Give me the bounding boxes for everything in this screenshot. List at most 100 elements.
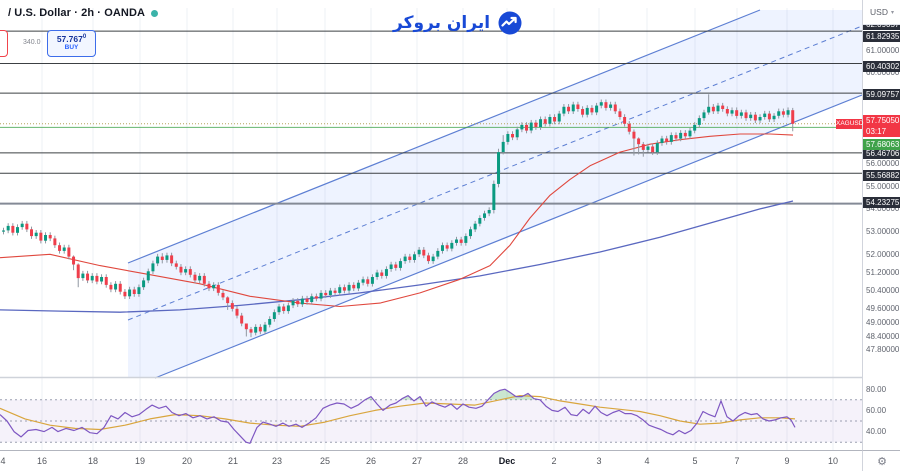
- candle-body: [478, 218, 482, 224]
- buy-button-label: BUY: [64, 44, 79, 52]
- price-badge: 54.23275: [863, 197, 900, 208]
- plot-area[interactable]: [0, 8, 862, 450]
- candle-body: [230, 303, 234, 309]
- price-axis-label: 61.00000: [866, 45, 900, 55]
- time-axis-label: 16: [36, 456, 48, 466]
- candle-body: [590, 107, 594, 113]
- candle-body: [618, 111, 622, 117]
- price-axis-label: 48.40000: [866, 331, 900, 341]
- candle-body: [347, 284, 351, 291]
- candle-body: [2, 230, 5, 232]
- sell-button[interactable]: [0, 30, 8, 57]
- candle-body: [599, 102, 603, 106]
- price-axis-label: 53.00000: [866, 227, 900, 237]
- candle-body: [20, 223, 24, 228]
- candle-body: [384, 269, 388, 276]
- price-axis-label: 50.40000: [866, 286, 900, 296]
- candle-body: [356, 282, 360, 289]
- candle-body: [781, 111, 785, 115]
- trend-channel-lower-line[interactable]: [154, 94, 862, 379]
- candle-body: [557, 113, 561, 122]
- candle-body: [721, 105, 725, 109]
- candle-body: [226, 297, 230, 304]
- candle-body: [637, 138, 641, 145]
- candle-body: [394, 264, 398, 268]
- candle-body: [221, 292, 225, 298]
- fast-ma-line: [0, 133, 794, 308]
- candle-body: [314, 296, 318, 299]
- buy-price: 57.7670: [56, 33, 87, 44]
- price-badge: 60.40302: [863, 61, 900, 72]
- candle-body: [697, 118, 701, 125]
- gear-icon[interactable]: ⚙: [877, 456, 887, 468]
- candle-body: [132, 289, 136, 294]
- price-axis-label: 56.00000: [866, 159, 900, 168]
- candle-body: [338, 287, 342, 293]
- candle-body: [483, 213, 487, 218]
- candle-body: [567, 106, 571, 112]
- price-axis[interactable]: USD ▾ 61.0000060.0000058.0000056.0000055…: [862, 0, 900, 450]
- candle-body: [300, 298, 304, 305]
- candle-body: [277, 306, 281, 313]
- candle-body: [258, 326, 262, 332]
- time-axis-label: 20: [181, 456, 193, 466]
- price-axis-label: 55.00000: [866, 181, 900, 191]
- time-axis-label: 10: [827, 456, 839, 466]
- candle-body: [39, 232, 43, 241]
- time-axis-label: 21: [227, 456, 239, 466]
- candle-body: [562, 106, 566, 114]
- candle-body: [16, 227, 20, 233]
- candle-body: [235, 308, 239, 316]
- candle-body: [674, 135, 678, 139]
- buy-button[interactable]: 57.7670 BUY: [47, 30, 96, 57]
- candle-body: [291, 300, 295, 306]
- candle-body: [426, 255, 430, 262]
- price-badge: 55.56882: [863, 170, 900, 181]
- symbol-legend[interactable]: / U.S. Dollar · 2h · OANDA: [8, 7, 159, 19]
- candle-body: [595, 105, 599, 113]
- candle-body: [296, 300, 300, 305]
- candle-body: [525, 124, 529, 131]
- time-axis-label: 7: [734, 456, 740, 466]
- candle-body: [627, 123, 631, 132]
- candle-body: [469, 229, 472, 237]
- rsi-axis-label: 60.00: [866, 405, 887, 415]
- price-axis-currency[interactable]: USD ▾: [863, 0, 900, 25]
- broker-logo-icon: [498, 11, 522, 35]
- candle-body: [380, 272, 384, 276]
- candle-body: [286, 305, 290, 312]
- candle-body: [716, 105, 720, 112]
- rsi-ma-line: [0, 395, 796, 431]
- trend-channel-midline[interactable]: [127, 25, 862, 321]
- candle-body: [328, 290, 332, 296]
- candle-body: [244, 323, 248, 330]
- price-badge: 57.68063: [863, 139, 900, 150]
- candle-body: [72, 256, 76, 265]
- price-line-symbol-label: XAGUSD: [836, 119, 864, 129]
- candle-body: [660, 138, 664, 143]
- candle-body: [758, 117, 762, 121]
- trend-channel-upper-line[interactable]: [127, 9, 761, 264]
- axis-settings-corner: ⚙: [862, 450, 900, 471]
- time-axis[interactable]: 4 16 18 19 20 21 23 25 26 27 28 Dec 2 3 4 5 7 9 10: [0, 450, 862, 471]
- time-axis-label: 9: [784, 456, 790, 466]
- candle-body: [791, 110, 795, 124]
- price-badge: 59.09757: [863, 89, 900, 100]
- candle-body: [454, 239, 458, 243]
- candle-body: [431, 256, 435, 262]
- candle-body: [114, 283, 118, 290]
- candle-body: [450, 242, 454, 249]
- candle-body: [398, 261, 402, 268]
- broker-logo: ایران بروکر: [393, 8, 523, 38]
- candle-body: [459, 239, 463, 243]
- candle-body: [179, 266, 183, 273]
- candle-body: [623, 117, 627, 124]
- candle-body: [193, 274, 197, 281]
- rsi-line: [0, 388, 796, 444]
- candle-body: [142, 280, 146, 288]
- price-axis-label: 49.60000: [866, 304, 900, 314]
- candle-body: [613, 104, 617, 112]
- candle-body: [412, 254, 416, 260]
- candle-body: [184, 269, 188, 273]
